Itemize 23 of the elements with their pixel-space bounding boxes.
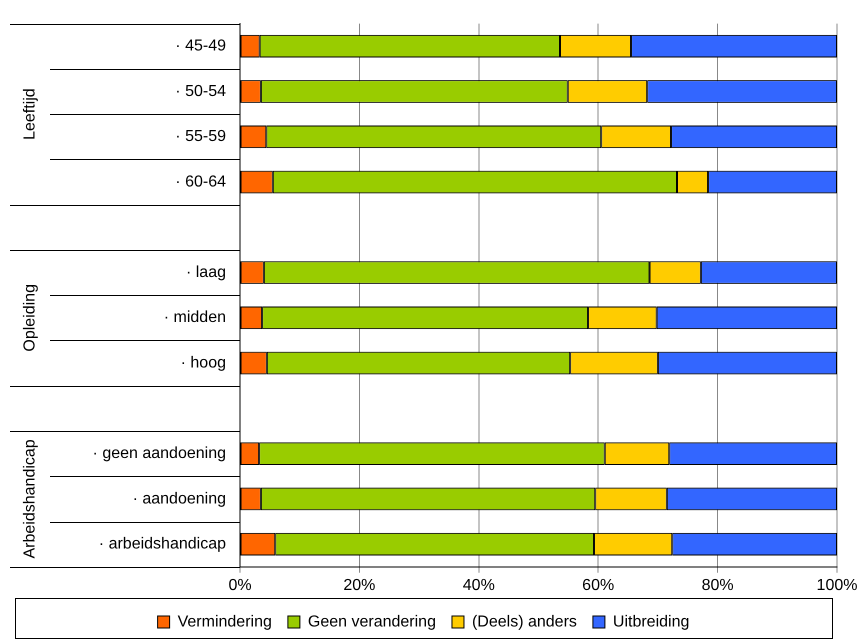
- legend-label: (Deels) anders: [472, 613, 577, 630]
- legend-label: Geen verandering: [308, 613, 436, 630]
- legend-label: Vermindering: [178, 613, 272, 630]
- y-tick-label: · midden: [164, 309, 226, 326]
- y-tick-label: · 55-59: [175, 128, 226, 146]
- x-tick-label: 0%: [228, 576, 252, 594]
- legend-label: Uitbreiding: [612, 613, 690, 630]
- y-tick-label: · hoog: [180, 354, 226, 372]
- x-tick-label: 100%: [816, 576, 858, 594]
- text: Leeftijd: [21, 88, 38, 140]
- y-tick-label: · arbeidshandicap: [98, 536, 226, 553]
- y-tick-label: · 45-49: [175, 38, 226, 55]
- x-tick-label: 40%: [462, 576, 495, 594]
- y-tick-label: · 50-54: [175, 82, 226, 100]
- x-tick-label: 80%: [702, 576, 734, 594]
- text: Arbeidshandicap: [21, 439, 38, 558]
- y-tick-label: · geen aandoening: [92, 445, 226, 462]
- y-tick-label: · 60-64: [175, 173, 226, 190]
- x-tick-label: 20%: [343, 576, 376, 594]
- y-tick-label: · laag: [186, 264, 226, 281]
- x-tick-label: 60%: [582, 576, 614, 594]
- text: Opleiding: [21, 284, 38, 352]
- y-tick-label: · aandoening: [132, 490, 226, 508]
